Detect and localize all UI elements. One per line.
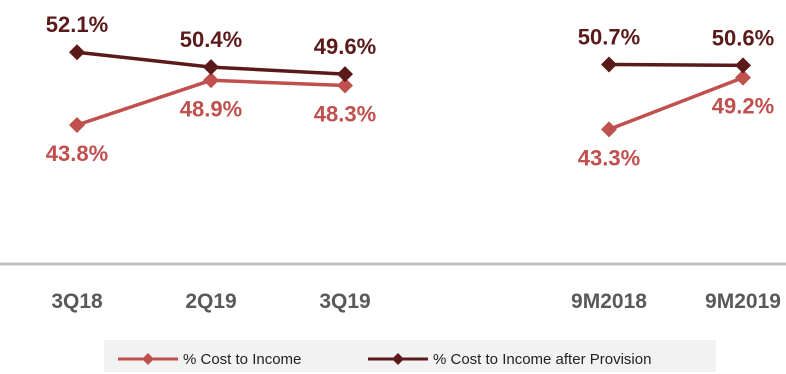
data-label-cost-to-income-after-provision-9m2019: 50.6%	[712, 25, 774, 50]
point-cost-to-income-9m2018	[601, 121, 617, 138]
x-tick-9m2019: 9M2019	[705, 290, 781, 313]
point-cost-to-income-9m2019	[735, 69, 751, 86]
legend-item-cost-to-income-after-provision: % Cost to Income after Provision	[368, 351, 651, 368]
series-cost-to-income: 43.8% 48.9% 48.3% 43.3% 49.2%	[46, 69, 774, 170]
data-label-cost-to-income-9m2018: 43.3%	[578, 145, 640, 170]
x-tick-2q19: 2Q19	[185, 290, 236, 313]
data-label-cost-to-income-9m2019: 49.2%	[712, 94, 774, 119]
x-tick-3q18: 3Q18	[51, 290, 103, 313]
data-label-cost-to-income-after-provision-3q18: 52.1%	[46, 12, 108, 37]
legend-marker-cost-to-income-after-provision	[392, 353, 404, 365]
data-label-cost-to-income-after-provision-3q19: 49.6%	[314, 34, 376, 59]
x-tick-labels: 3Q18 2Q19 3Q19 9M2018 9M2019	[51, 290, 781, 313]
legend-label-cost-to-income-after-provision: % Cost to Income after Provision	[433, 351, 651, 368]
data-label-cost-to-income-after-provision-9m2018: 50.7%	[578, 25, 640, 50]
legend-label-cost-to-income: % Cost to Income	[183, 351, 301, 368]
series-line-cost-to-income-after-provision-segment-2	[608, 62, 744, 68]
point-cost-to-income-after-provision-2q19	[203, 59, 219, 76]
legend-box	[104, 340, 716, 372]
series-cost-to-income-after-provision: 52.1% 50.4% 49.6% 50.7% 50.6%	[46, 12, 774, 83]
series-layer: 43.8% 48.9% 48.3% 43.3% 49.2% 52.1% 50.4% 49.6%…	[46, 12, 774, 170]
data-label-cost-to-income-3q18: 43.8%	[46, 141, 108, 166]
data-label-cost-to-income-2q19: 48.9%	[180, 96, 242, 121]
legend-marker-cost-to-income	[142, 353, 154, 365]
point-cost-to-income-after-provision-9m2019	[735, 57, 751, 74]
point-cost-to-income-3q19	[337, 77, 353, 94]
legend-item-cost-to-income: % Cost to Income	[118, 351, 301, 368]
x-tick-3q19: 3Q19	[319, 290, 370, 313]
legend: % Cost to Income % Cost to Income after …	[104, 340, 716, 372]
x-tick-9m2018: 9M2018	[571, 290, 647, 313]
data-label-cost-to-income-after-provision-2q19: 50.4%	[180, 27, 242, 52]
data-label-cost-to-income-3q19: 48.3%	[314, 102, 376, 127]
point-cost-to-income-after-provision-9m2018	[601, 56, 617, 73]
point-cost-to-income-2q19	[203, 72, 219, 89]
point-cost-to-income-3q18	[69, 116, 85, 133]
point-cost-to-income-after-provision-3q18	[69, 44, 85, 61]
point-cost-to-income-after-provision-3q19	[337, 66, 353, 83]
series-line-cost-to-income-segment-2	[608, 75, 744, 132]
